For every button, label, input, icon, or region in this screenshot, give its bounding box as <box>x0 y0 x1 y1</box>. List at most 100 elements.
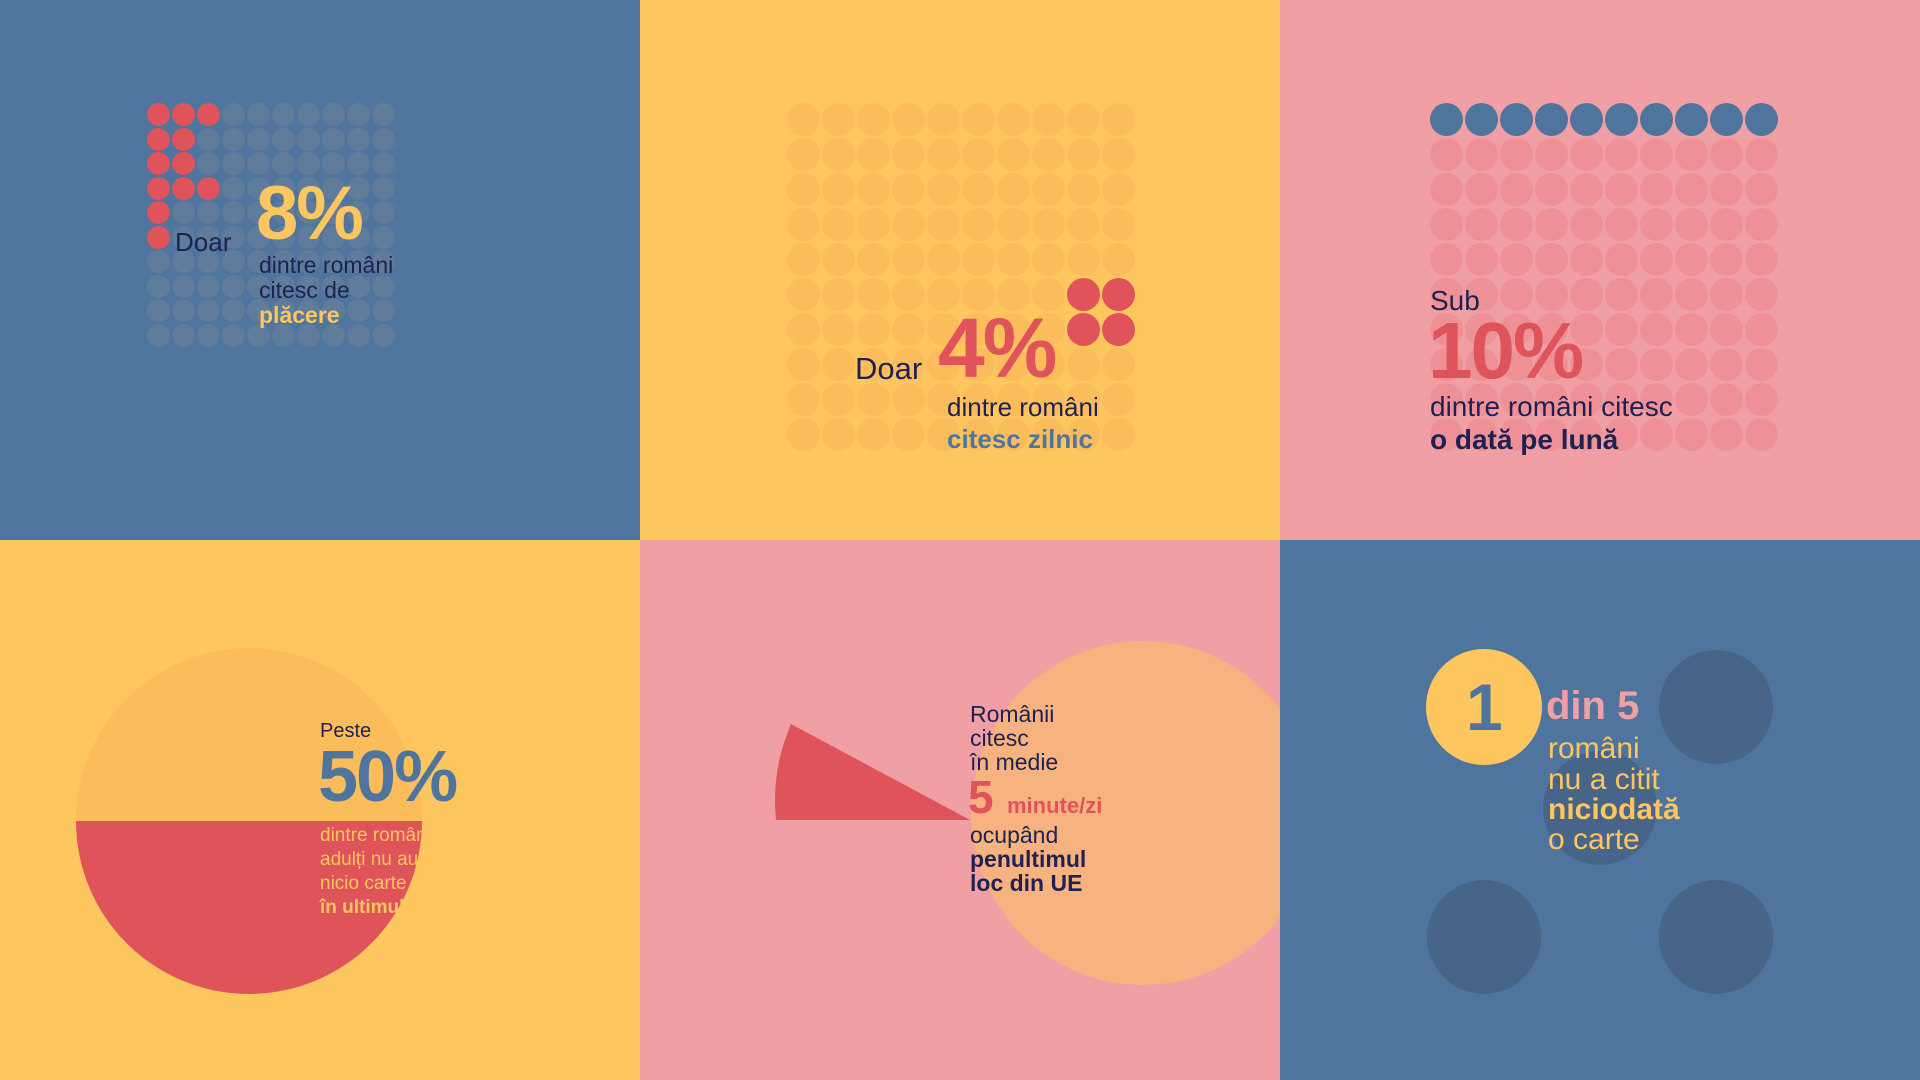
dot <box>372 225 395 249</box>
dot <box>1032 208 1065 241</box>
circle-center <box>1543 751 1657 865</box>
dot <box>1465 278 1498 311</box>
dot <box>822 243 855 276</box>
dot <box>1605 173 1638 206</box>
dot <box>1465 313 1498 346</box>
dot <box>272 323 295 347</box>
dot <box>297 152 320 175</box>
dot-grid-10-percent <box>1430 103 1778 451</box>
dot <box>857 103 890 136</box>
dot <box>222 103 245 126</box>
dot <box>372 103 395 126</box>
dot-highlighted <box>1102 278 1135 311</box>
dot <box>1067 138 1100 171</box>
panel-minutes-per-day: Românii citesc în medie 5 minute/zi ocup… <box>640 540 1280 1080</box>
dot-highlighted <box>1745 103 1778 136</box>
dot <box>892 138 925 171</box>
dot <box>787 173 820 206</box>
dot <box>1500 313 1533 346</box>
panel4-emphasis: în ultimul an <box>320 897 432 918</box>
dot <box>1102 208 1135 241</box>
dot <box>322 225 345 249</box>
dot <box>1570 348 1603 381</box>
dot <box>1640 243 1673 276</box>
dot <box>787 313 820 346</box>
dot <box>297 225 320 249</box>
panel5-emphasis1: penultimul <box>970 846 1087 872</box>
dot <box>787 383 820 416</box>
dot <box>1500 208 1533 241</box>
dot <box>1745 278 1778 311</box>
dot <box>997 243 1030 276</box>
dot <box>822 173 855 206</box>
dot <box>1710 138 1743 171</box>
dot <box>822 418 855 451</box>
dot <box>997 208 1030 241</box>
dot <box>1570 418 1603 451</box>
dot-highlighted <box>1067 313 1100 346</box>
dot-highlighted <box>147 103 170 126</box>
dot-highlighted <box>197 103 220 126</box>
dot <box>297 176 320 200</box>
dot <box>1570 208 1603 241</box>
dot <box>1465 173 1498 206</box>
dot <box>962 278 995 311</box>
dot <box>1640 348 1673 381</box>
dot <box>822 313 855 346</box>
dot <box>272 250 295 273</box>
dot <box>927 103 960 136</box>
dot <box>1570 278 1603 311</box>
dot <box>272 274 295 298</box>
panel2-prefix: Doar <box>855 351 923 386</box>
dot <box>997 138 1030 171</box>
dot <box>962 348 995 381</box>
dot <box>787 278 820 311</box>
dot <box>1032 418 1065 451</box>
panel4-line3: nicio carte <box>320 873 407 894</box>
circle-bottom-left <box>1427 880 1541 994</box>
dot <box>1640 173 1673 206</box>
dot <box>322 323 345 347</box>
dot <box>322 274 345 298</box>
dot <box>1465 138 1498 171</box>
dot <box>1465 208 1498 241</box>
dot-highlighted <box>1430 103 1463 136</box>
dot-highlighted <box>172 127 195 151</box>
dot-highlighted <box>147 225 170 249</box>
dot <box>347 176 370 200</box>
dot <box>222 323 245 347</box>
panel4-percent: 50% <box>318 737 458 817</box>
dot <box>962 138 995 171</box>
dot <box>222 201 245 224</box>
dot <box>322 250 345 273</box>
dot-grid-4-percent <box>787 103 1135 451</box>
dot <box>1500 278 1533 311</box>
dot <box>997 103 1030 136</box>
dot <box>1032 103 1065 136</box>
panel2-emphasis: citesc zilnic <box>947 424 1093 454</box>
dot <box>822 208 855 241</box>
dot <box>1032 278 1065 311</box>
dot <box>197 127 220 151</box>
dot <box>787 348 820 381</box>
panel5-unit: minute/zi <box>1007 793 1103 818</box>
dot <box>1067 348 1100 381</box>
dot <box>892 418 925 451</box>
dot <box>322 201 345 224</box>
dot <box>247 250 270 273</box>
dot-highlighted <box>1465 103 1498 136</box>
dot <box>372 152 395 175</box>
dot <box>272 299 295 322</box>
dot <box>1535 138 1568 171</box>
dot <box>892 348 925 381</box>
panel6-emphasis: niciodată <box>1548 793 1680 826</box>
dot <box>1745 383 1778 416</box>
dot <box>1675 348 1708 381</box>
dot <box>272 127 295 151</box>
dot <box>962 243 995 276</box>
dot-highlighted <box>1570 103 1603 136</box>
dot <box>272 103 295 126</box>
dot <box>222 225 245 249</box>
dot <box>347 103 370 126</box>
dot <box>787 103 820 136</box>
